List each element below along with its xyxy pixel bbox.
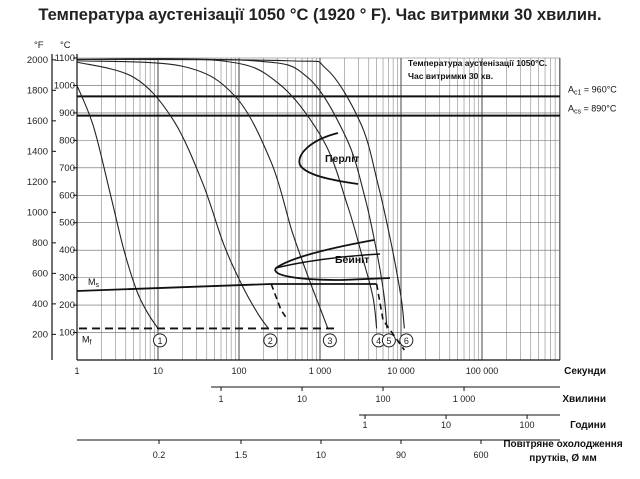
mf-label: Mf [82, 334, 92, 346]
cooling-curve-4 [76, 58, 378, 329]
reference-lines [77, 95, 560, 117]
y-tick-label-celsius: 700 [59, 163, 75, 174]
y-tick-label-fahrenheit: 1200 [27, 177, 48, 188]
page-title: Температура аустенізації 1050 °С (1920 °… [38, 6, 602, 24]
curve-marker-label-2: 2 [268, 336, 273, 346]
grid-layer [76, 57, 561, 360]
y-tick-label-celsius: 200 [59, 300, 75, 311]
y-tick-label-celsius: 600 [59, 190, 75, 201]
labels-layer: Ac1 = 960°C Acs = 890°C Температура аустен… [82, 58, 617, 346]
x-tick-label-minutes: 100 [376, 394, 391, 404]
y-axis-label-fahrenheit: °F [34, 40, 44, 51]
axis-layer: °F °C100200300400500600700800900100011002… [27, 40, 623, 464]
x-tick-label-seconds: 100 [231, 366, 246, 376]
x-tick-label-bar-diameter: 0.2 [153, 450, 166, 460]
x-tick-label-seconds: 100 000 [466, 366, 499, 376]
x-axis-label-seconds: Секунди [564, 366, 606, 377]
x-tick-label-bar-diameter: 10 [316, 450, 326, 460]
y-tick-label-fahrenheit: 800 [32, 238, 48, 249]
curve-marker-6 [399, 333, 414, 348]
x-tick-label-hours: 1 [363, 420, 368, 430]
cooling-curve-1 [76, 85, 159, 329]
y-tick-label-fahrenheit: 200 [32, 329, 48, 340]
cooling-curve-3 [76, 60, 329, 329]
curve-marker-label-4: 4 [376, 336, 381, 346]
x-tick-label-seconds: 10 [153, 366, 163, 376]
x-axis-label-hours: Години [570, 420, 606, 431]
curve-marker-label-6: 6 [404, 336, 409, 346]
bainite-region [274, 239, 391, 281]
x-tick-label-bar-diameter: 1.5 [235, 450, 248, 460]
y-tick-label-celsius: 500 [59, 218, 75, 229]
ms-line [76, 283, 377, 292]
cooling-curve-5 [76, 58, 388, 329]
y-tick-label-fahrenheit: 2000 [27, 55, 48, 66]
x-axis-label-minutes: Хвилини [562, 394, 606, 405]
y-tick-label-fahrenheit: 1600 [27, 116, 48, 127]
y-axis-label-celsius: °C [60, 40, 71, 51]
y-tick-label-celsius: 300 [59, 273, 75, 284]
y-tick-label-fahrenheit: 1400 [27, 146, 48, 157]
x-tick-label-seconds: 1 000 [309, 366, 332, 376]
x-tick-label-hours: 10 [441, 420, 451, 430]
x-tick-label-bar-diameter: 600 [473, 450, 488, 460]
transformation-regions [76, 132, 406, 351]
cooling-curve-6 [76, 58, 405, 329]
x-tick-label-minutes: 10 [297, 394, 307, 404]
x-tick-label-minutes: 1 000 [453, 394, 476, 404]
curve-marker-1 [153, 333, 167, 348]
curve-marker-5 [381, 333, 396, 348]
region-label-pearlite: Перліт [325, 153, 359, 165]
x-tick-label-seconds: 10 000 [387, 366, 415, 376]
x-tick-label-hours: 100 [520, 420, 535, 430]
y-tick-label-celsius: 400 [59, 245, 75, 256]
x-tick-label-bar-diameter: 90 [396, 450, 406, 460]
box-note-line-1: Температура аустенізації 1050°С. [408, 58, 547, 68]
ms-dashed-line-right [375, 283, 406, 351]
ms-label: Ms [88, 277, 100, 289]
y-tick-label-fahrenheit: 400 [32, 299, 48, 310]
y-tick-label-fahrenheit: 1800 [27, 85, 48, 96]
x-tick-label-seconds: 1 [74, 366, 79, 376]
pearlite-region [298, 132, 359, 185]
y-tick-label-fahrenheit: 600 [32, 268, 48, 279]
curve-marker-label-1: 1 [157, 336, 162, 346]
x-tick-label-minutes: 1 [219, 394, 224, 404]
curve-marker-label-5: 5 [386, 336, 391, 346]
y-tick-label-fahrenheit: 1000 [27, 207, 48, 218]
x-axis-label-bar-diameter-2: прутків, Ø мм [529, 453, 596, 464]
curve-marker-label-3: 3 [327, 336, 332, 346]
y-tick-label-celsius: 100 [59, 328, 75, 339]
critical-point-ac1: Ac1 = 960°C [568, 84, 617, 96]
y-tick-label-celsius: 1000 [54, 80, 75, 91]
curve-marker-3 [322, 333, 337, 348]
ms-dashed-line [270, 283, 289, 321]
curve-marker-2 [263, 333, 278, 348]
y-tick-label-celsius: 800 [59, 135, 75, 146]
critical-point-acs: Acs = 890°C [568, 104, 617, 116]
box-note-line-2: Час витримки 30 хв. [408, 71, 493, 81]
cooling-curve-2 [76, 61, 269, 329]
y-tick-label-celsius: 1100 [55, 53, 75, 64]
bainite-region-inner [275, 253, 381, 269]
region-label-bainite: Бейніт [335, 254, 369, 266]
x-axis-label-bar-diameter: Повітряне охолодження [503, 439, 622, 450]
y-tick-label-celsius: 900 [59, 108, 75, 119]
